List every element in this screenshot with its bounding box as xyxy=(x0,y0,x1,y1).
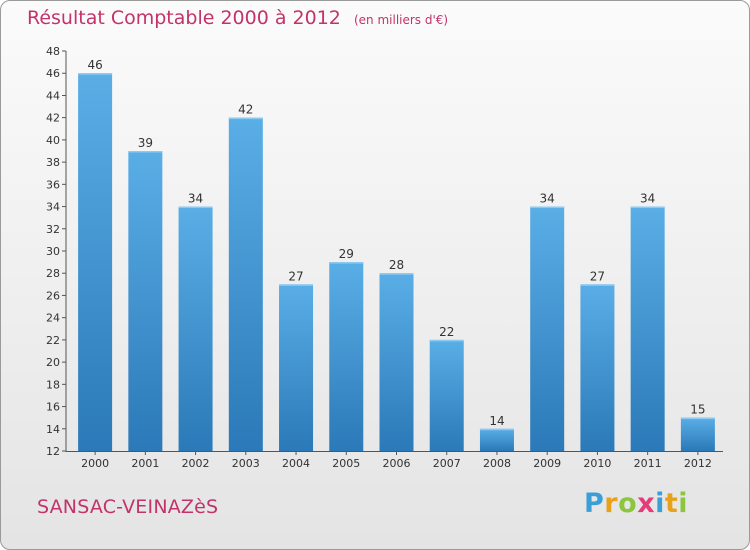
bar-value-label: 15 xyxy=(690,403,705,417)
y-tick-label: 16 xyxy=(46,401,60,414)
bar xyxy=(228,117,263,452)
x-tick-label: 2012 xyxy=(684,457,712,470)
logo-letter: x xyxy=(637,488,656,519)
y-tick-label: 32 xyxy=(46,223,60,236)
x-tick-label: 2006 xyxy=(383,457,411,470)
bar-value-label: 39 xyxy=(138,136,153,150)
bar xyxy=(630,206,665,451)
x-tick-label: 2005 xyxy=(332,457,360,470)
place-name: SANSAC-VEINAZèS xyxy=(37,496,219,518)
bar-value-label: 34 xyxy=(188,192,203,206)
y-tick-label: 48 xyxy=(46,45,60,58)
bar-highlight xyxy=(379,273,414,275)
y-tick-label: 20 xyxy=(46,356,60,369)
chart-subtitle: (en milliers d'€) xyxy=(353,13,449,27)
bar-highlight xyxy=(680,417,715,420)
x-tick-label: 2008 xyxy=(483,457,511,470)
bar xyxy=(78,73,113,451)
proxiti-logo: Proxiti xyxy=(584,488,688,519)
x-tick-label: 2009 xyxy=(533,457,561,470)
y-tick-label: 14 xyxy=(46,423,60,436)
bar-highlight xyxy=(479,428,514,431)
bar-highlight xyxy=(178,206,213,209)
logo-letter: t xyxy=(664,488,679,519)
y-tick-label: 24 xyxy=(46,312,60,325)
bar-highlight xyxy=(580,284,615,286)
bar-value-label: 27 xyxy=(590,269,605,283)
bar-highlight xyxy=(279,284,314,286)
y-tick-label: 36 xyxy=(46,178,60,191)
logo-letter: i xyxy=(655,488,665,519)
bar-value-label: 34 xyxy=(540,192,555,206)
bar-highlight xyxy=(128,151,163,153)
bar-highlight xyxy=(78,73,113,75)
bar xyxy=(530,206,565,451)
bar xyxy=(379,273,414,451)
bar xyxy=(178,206,213,451)
bar xyxy=(680,417,715,451)
bar-highlight xyxy=(329,262,364,264)
bar xyxy=(128,151,163,451)
x-tick-label: 2011 xyxy=(634,457,662,470)
bar xyxy=(329,262,364,451)
x-tick-label: 2010 xyxy=(583,457,611,470)
x-tick-label: 2001 xyxy=(131,457,159,470)
y-tick-label: 18 xyxy=(46,378,60,391)
y-tick-label: 12 xyxy=(46,445,60,458)
title-row: Résultat Comptable 2000 à 2012 (en milli… xyxy=(27,7,448,29)
bar-value-label: 22 xyxy=(439,325,454,339)
y-tick-label: 22 xyxy=(46,334,60,347)
y-tick-label: 30 xyxy=(46,245,60,258)
y-tick-label: 28 xyxy=(46,267,60,280)
bar-value-label: 29 xyxy=(339,247,354,261)
bar-value-label: 34 xyxy=(640,192,655,206)
y-tick-label: 38 xyxy=(46,156,60,169)
bar-value-label: 14 xyxy=(489,414,504,428)
bar-value-label: 46 xyxy=(87,58,102,72)
logo-letter: P xyxy=(584,488,605,519)
x-tick-label: 2007 xyxy=(433,457,461,470)
chart-title: Résultat Comptable 2000 à 2012 xyxy=(27,7,341,29)
bar xyxy=(479,428,514,451)
y-tick-label: 44 xyxy=(46,89,60,102)
x-tick-label: 2000 xyxy=(81,457,109,470)
bar xyxy=(279,284,314,451)
y-tick-label: 40 xyxy=(46,134,60,147)
bar xyxy=(429,339,464,451)
y-tick-label: 42 xyxy=(46,112,60,125)
bar-value-label: 42 xyxy=(238,103,253,117)
logo-letter: r xyxy=(604,488,619,519)
bar-highlight xyxy=(429,339,464,342)
y-tick-label: 34 xyxy=(46,201,60,214)
logo-letter: o xyxy=(618,488,638,519)
bar xyxy=(580,284,615,451)
logo-letter: i xyxy=(678,488,689,519)
x-tick-label: 2004 xyxy=(282,457,310,470)
bar-value-label: 28 xyxy=(389,258,404,272)
x-tick-label: 2002 xyxy=(182,457,210,470)
y-tick-label: 26 xyxy=(46,289,60,302)
bar-highlight xyxy=(530,206,565,209)
bar-highlight xyxy=(630,206,665,209)
bar-highlight xyxy=(228,117,263,120)
x-tick-label: 2003 xyxy=(232,457,260,470)
y-tick-label: 46 xyxy=(46,67,60,80)
bar-value-label: 27 xyxy=(288,269,303,283)
